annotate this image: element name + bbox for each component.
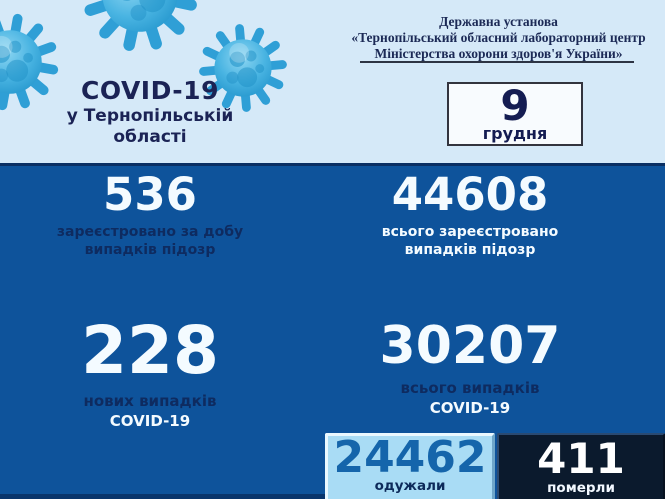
stat-label-line: зареєстровано за добу (56, 224, 244, 240)
recovered-box: 24462 одужали (325, 433, 495, 499)
brand-block: COVID-19 у Тернопільській області (0, 78, 300, 147)
organization-name: Державна установа «Тернопільський обласн… (332, 14, 665, 62)
org-line2: «Тернопільський обласний лабораторний це… (351, 29, 646, 45)
stat-label-line: COVID-19 (429, 398, 511, 417)
stat-label-line: всього зареєстровано (381, 224, 559, 240)
bottom-edge-shadow (0, 494, 325, 499)
died-value: 411 (537, 434, 625, 483)
date-month: грудня (482, 124, 548, 144)
recovered-label: одужали (374, 477, 446, 494)
brand-subtitle-line1: у Тернопільській (66, 106, 234, 126)
died-label: померли (547, 480, 615, 496)
stat-label-line: випадків підозр (404, 242, 536, 259)
stat-total-cases: 30207 всього випадків COVID-19 (320, 320, 620, 418)
date-day: 9 (500, 80, 530, 130)
stat-label-line: всього випадків (400, 379, 540, 397)
org-underline (360, 61, 634, 63)
stat-value: 44608 (391, 168, 549, 221)
died-box: 411 померли (497, 433, 665, 499)
stat-label-line: випадків підозр (84, 242, 216, 259)
stat-label-line: COVID-19 (109, 411, 191, 430)
org-line3: Міністерства охорони здоров'я України» (374, 45, 623, 61)
brand-title: COVID-19 (81, 76, 219, 105)
stat-label-line: нових випадків (83, 392, 217, 410)
date-box: 9 грудня (447, 82, 583, 146)
stats-section: 536 зареєстровано за добу випадків підоз… (0, 163, 665, 499)
brand-subtitle-line2: області (113, 127, 187, 148)
header-section: COVID-19 у Тернопільській області Держав… (0, 0, 665, 163)
stat-suspected-daily: 536 зареєстровано за добу випадків підоз… (0, 172, 300, 259)
stat-suspected-total: 44608 всього зареєстровано випадків підо… (320, 172, 620, 259)
org-line1: Державна установа (439, 14, 558, 29)
recovered-value: 24462 (333, 432, 487, 483)
stat-value: 30207 (379, 316, 561, 376)
stat-value: 536 (103, 168, 197, 221)
stat-new-cases: 228 нових випадків COVID-19 (0, 318, 300, 431)
stat-value: 228 (81, 312, 219, 389)
virus-icon (74, 0, 206, 60)
